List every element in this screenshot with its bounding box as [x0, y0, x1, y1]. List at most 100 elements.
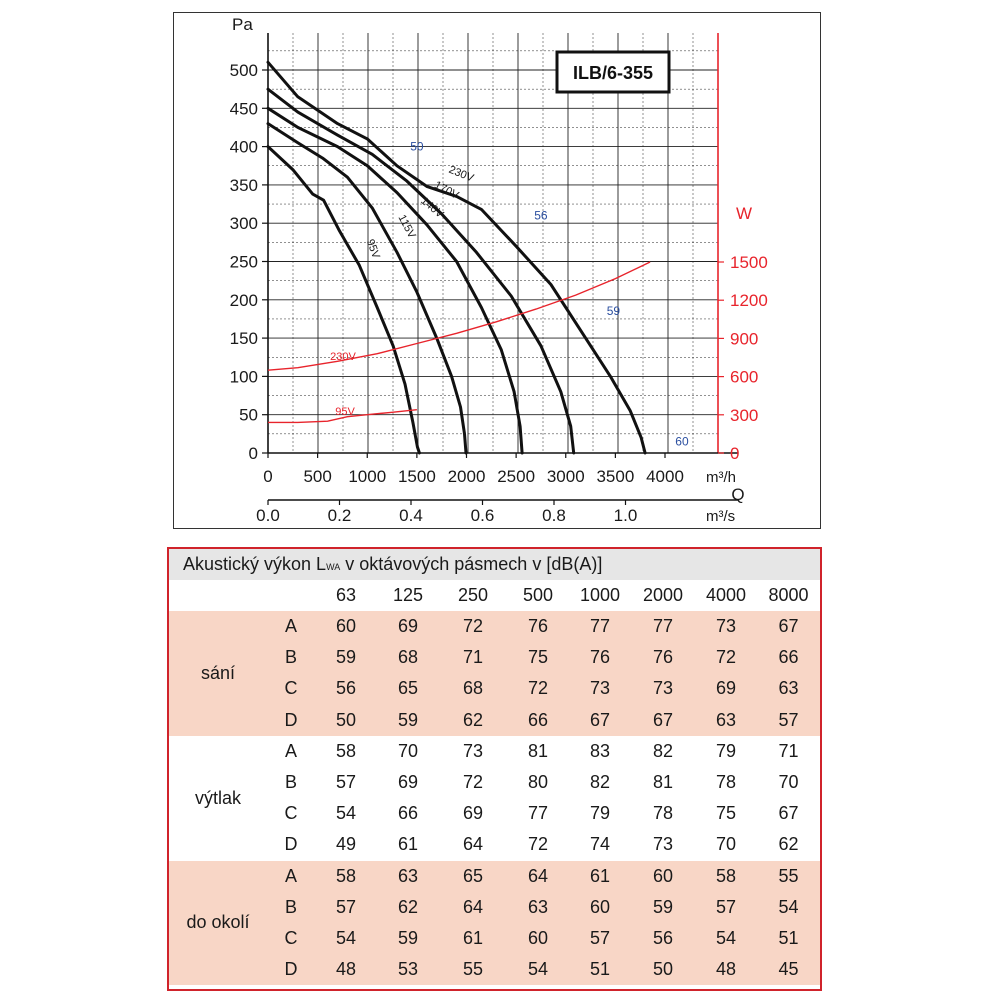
- table-row: C 54 66 69 77 79 78 75 67: [169, 798, 820, 830]
- table-cell: 77: [631, 611, 695, 643]
- table-cell: 67: [757, 611, 820, 643]
- power-curve-label: 230V: [330, 351, 356, 363]
- model-label-box: [555, 50, 671, 94]
- row-label: D: [267, 704, 315, 736]
- row-label: B: [267, 642, 315, 674]
- table-cell: 45: [757, 954, 820, 986]
- row-label: A: [267, 735, 315, 767]
- band-header-cell: 63: [315, 580, 377, 611]
- table-cell: 63: [507, 891, 569, 923]
- table-cell: 78: [631, 798, 695, 830]
- table-cell: 70: [377, 735, 439, 767]
- title-subscript: WA: [326, 562, 341, 572]
- band-header-cell: 125: [377, 580, 439, 611]
- y-tick-label: 500: [230, 61, 258, 80]
- y-tick-label: 0: [249, 444, 258, 463]
- curve-point-label: 50: [410, 139, 424, 153]
- x-tick-label: 3500: [596, 467, 634, 486]
- group-label: sání: [169, 611, 267, 736]
- table-cell: 81: [507, 735, 569, 767]
- table-row: C 56 65 68 72 73 73 69 63: [169, 673, 820, 705]
- table-cell: 50: [315, 704, 377, 736]
- acoustic-table-panel: Akustický výkon LWA v oktávových pásmech…: [167, 547, 822, 991]
- y-tick-label: 100: [230, 367, 258, 386]
- table-cell: 59: [377, 922, 439, 955]
- table-cell: 77: [569, 611, 631, 643]
- band-header-cell: 1000: [569, 580, 631, 611]
- table-cell: 54: [695, 922, 757, 955]
- table-cell: 76: [569, 642, 631, 674]
- table-cell: 63: [695, 704, 757, 736]
- curve-point-label: 59: [607, 304, 621, 318]
- table-cell: 59: [315, 642, 377, 674]
- table-cell: 67: [631, 704, 695, 736]
- table-cell: 65: [377, 673, 439, 705]
- x-tick-label: 4000: [646, 467, 684, 486]
- x-axis-unit: m³/h: [706, 469, 736, 486]
- y-axis-unit: Pa: [232, 15, 253, 34]
- band-header-cell: 250: [439, 580, 507, 611]
- table-row: B 57 69 72 80 82 81 78 70: [169, 766, 820, 799]
- table-cell: 61: [569, 860, 631, 892]
- table-cell: 63: [377, 860, 439, 892]
- table-cell: 56: [631, 922, 695, 955]
- band-header-cell: 500: [507, 580, 569, 611]
- x-tick-label: 3000: [547, 467, 585, 486]
- pressure-curve-140V: [266, 106, 524, 455]
- table-cell: 76: [631, 642, 695, 674]
- table-cell: 72: [507, 829, 569, 861]
- pressure-curve-95V: [266, 145, 421, 455]
- title-suffix: v oktávových pásmech v [dB(A)]: [340, 554, 603, 574]
- table-cell: 57: [315, 891, 377, 923]
- table-cell: 69: [695, 673, 757, 705]
- table-cell: 67: [757, 798, 820, 830]
- y2-tick-label: 0: [730, 444, 739, 463]
- x-tick-label: 500: [303, 467, 331, 486]
- y2-tick-label: 900: [730, 329, 758, 348]
- table-cell: 60: [507, 922, 569, 955]
- curve-point-label: 60: [675, 434, 689, 448]
- table-cell: 51: [569, 954, 631, 986]
- table-cell: 69: [439, 798, 507, 830]
- row-label: C: [267, 922, 315, 955]
- table-cell: 66: [507, 704, 569, 736]
- y-tick-label: 450: [230, 99, 258, 118]
- table-cell: 72: [439, 766, 507, 799]
- table-cell: 50: [631, 954, 695, 986]
- table-cell: 76: [507, 611, 569, 643]
- power-curve-230V: [267, 261, 651, 371]
- table-cell: 79: [569, 798, 631, 830]
- table-cell: 64: [439, 891, 507, 923]
- table-cell: 66: [377, 798, 439, 830]
- table-row: D 50 59 62 66 67 67 63 57: [169, 704, 820, 736]
- table-cell: 80: [507, 766, 569, 799]
- table-cell: 60: [631, 860, 695, 892]
- table-cell: 48: [695, 954, 757, 986]
- table-cell: 73: [631, 829, 695, 861]
- table-cell: 68: [377, 642, 439, 674]
- table-cell: 63: [757, 673, 820, 705]
- table-cell: 54: [507, 954, 569, 986]
- pressure-curve-label: 140V: [418, 195, 446, 221]
- table-cell: 73: [695, 611, 757, 643]
- table-cell: 70: [695, 829, 757, 861]
- chart-frame: [173, 12, 821, 529]
- table-cell: 59: [631, 891, 695, 923]
- table-cell: 58: [695, 860, 757, 892]
- table-row: do okolí A 58 63 65 64 61 60 58 55: [169, 860, 820, 986]
- pressure-curve-label: 95V: [364, 238, 382, 261]
- table-cell: 55: [757, 860, 820, 892]
- pressure-curve-label: 230V: [447, 164, 476, 185]
- group-label: výtlak: [169, 735, 267, 861]
- x2-tick-label: 0.8: [542, 506, 566, 525]
- title-prefix: Akustický výkon L: [183, 554, 327, 574]
- table-cell: 60: [569, 891, 631, 923]
- pressure-curve-115V: [266, 122, 468, 455]
- y2-axis-unit: W: [736, 204, 752, 223]
- row-label: B: [267, 766, 315, 799]
- table-cell: 51: [757, 922, 820, 955]
- table-cell: 54: [315, 922, 377, 955]
- row-label: A: [267, 860, 315, 892]
- curve-point-label: 56: [534, 208, 548, 222]
- table-cell: 57: [695, 891, 757, 923]
